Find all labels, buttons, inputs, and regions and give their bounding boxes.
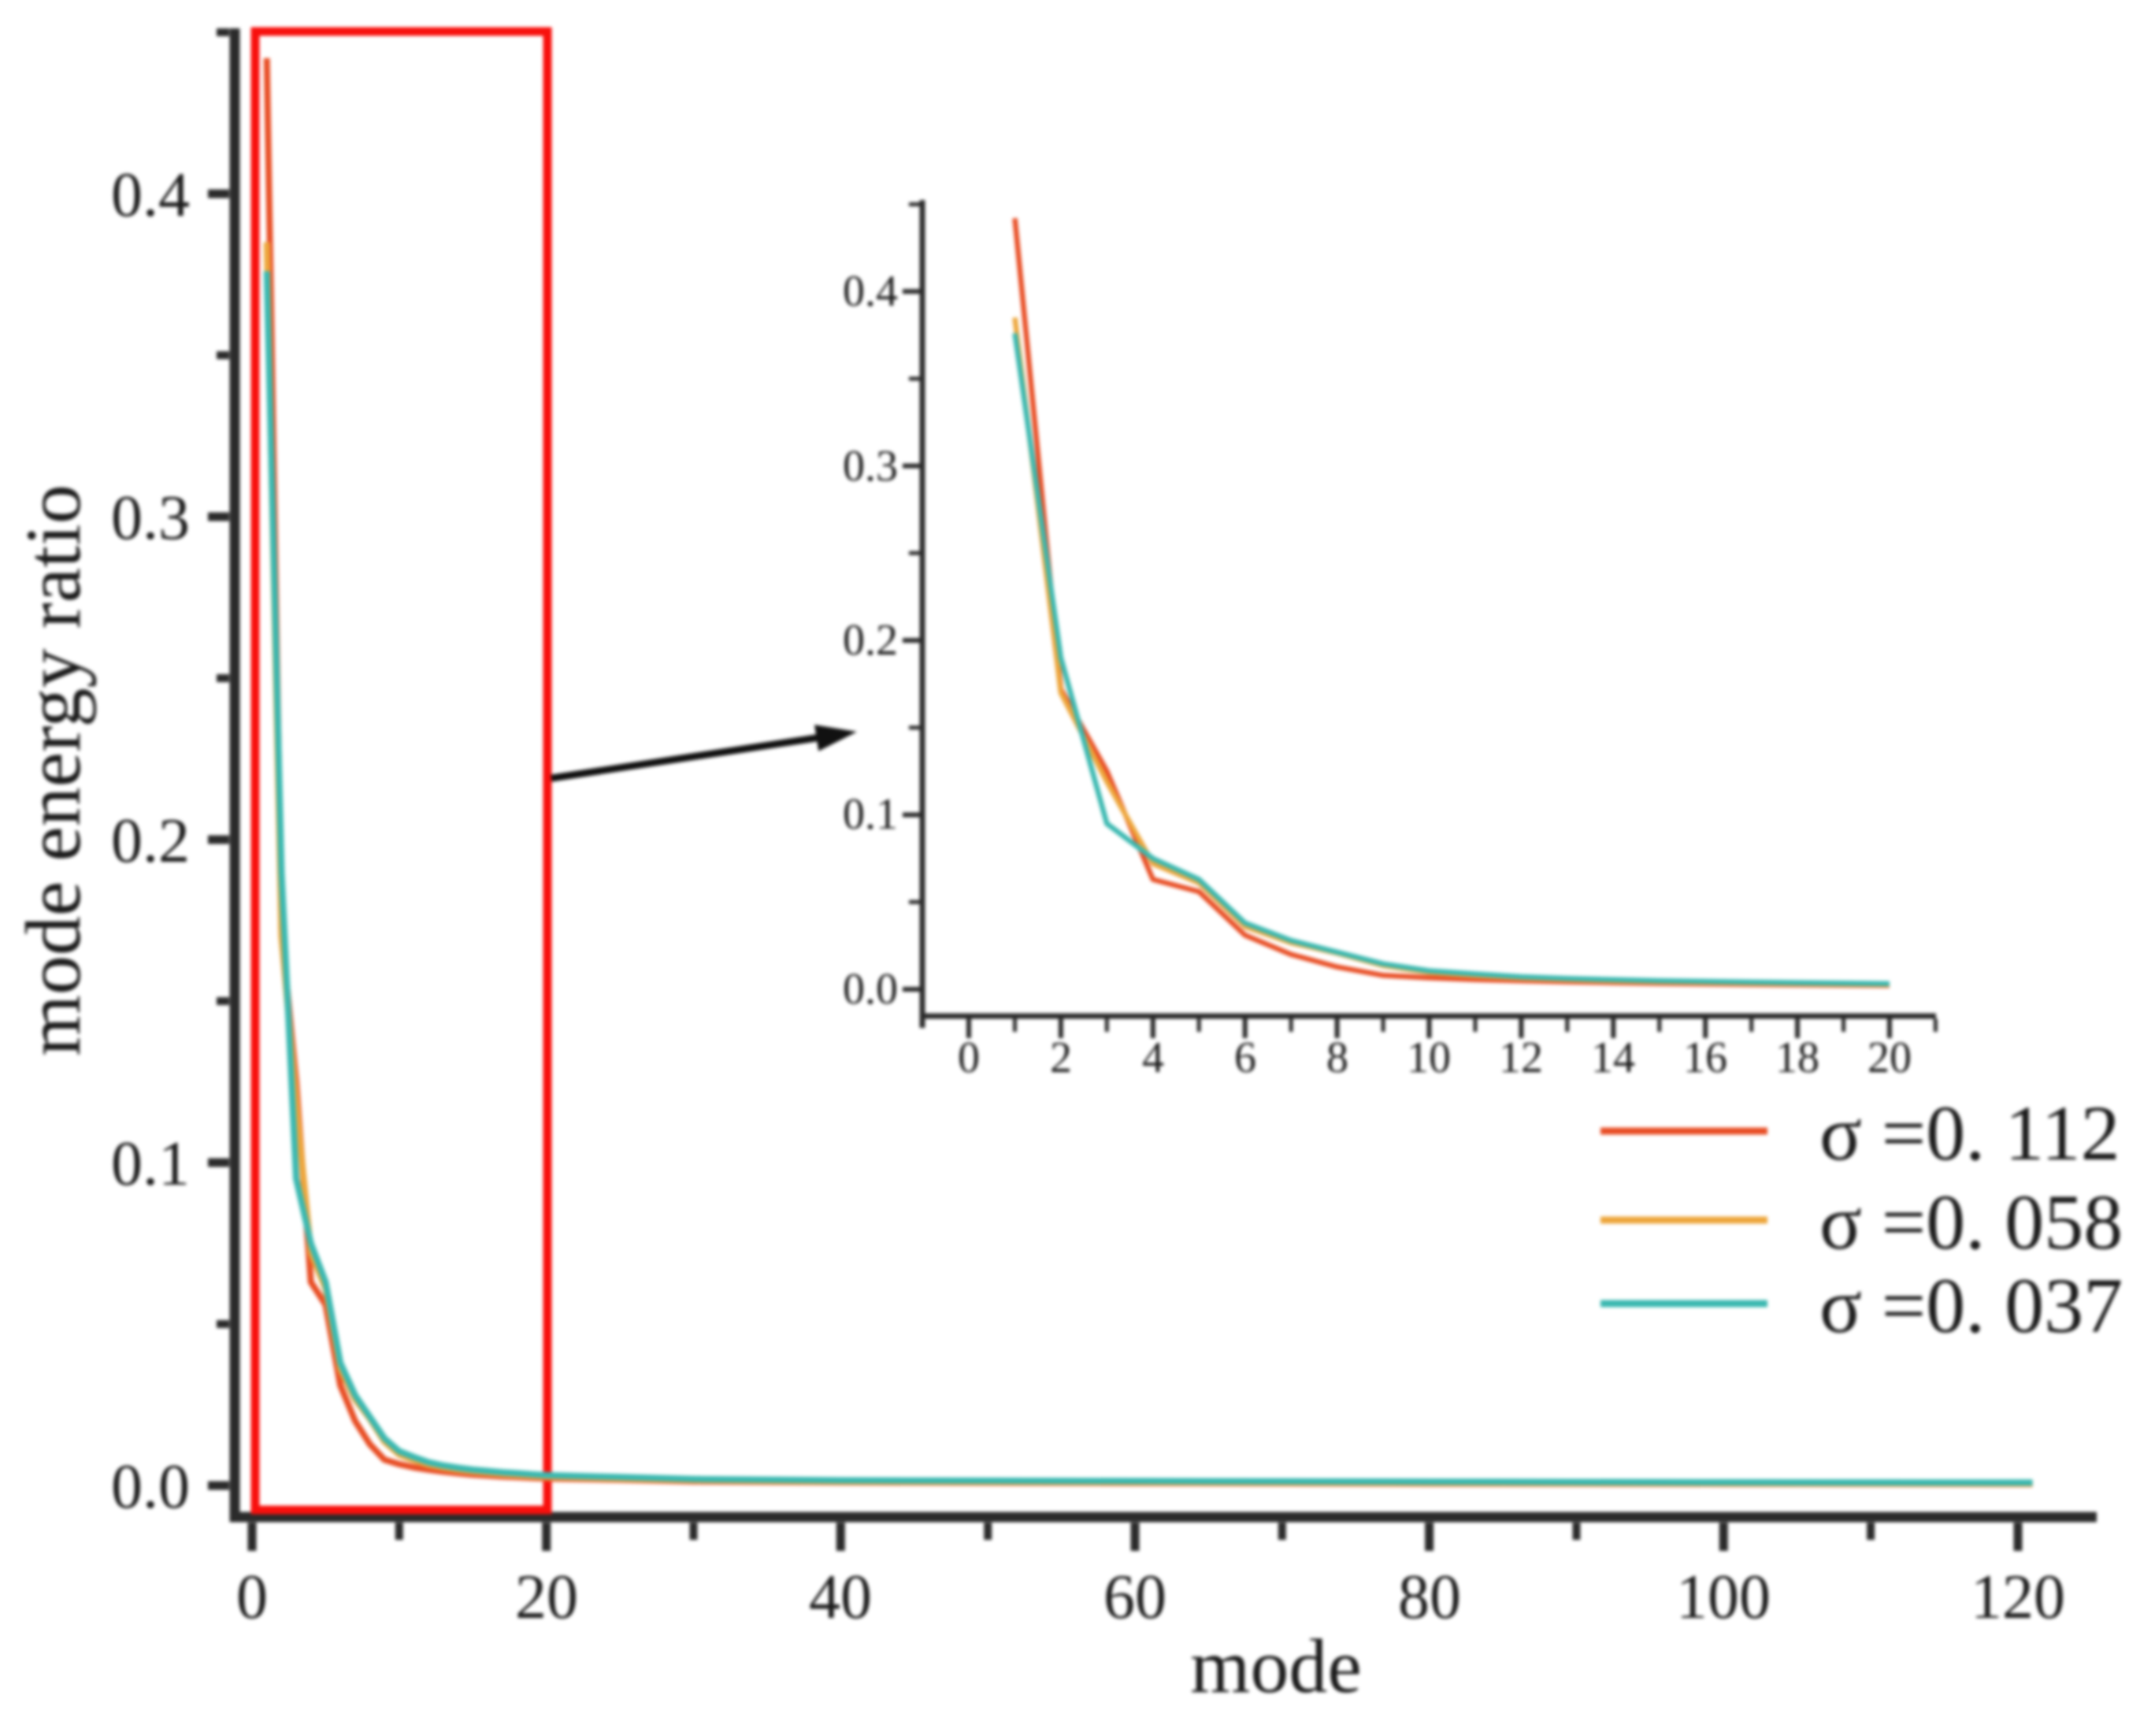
svg-text:0.0: 0.0 xyxy=(111,1452,190,1522)
svg-text:18: 18 xyxy=(1775,1033,1819,1082)
svg-text:60: 60 xyxy=(1103,1563,1166,1632)
svg-text:0.4: 0.4 xyxy=(843,267,898,316)
svg-text:20: 20 xyxy=(1867,1033,1912,1082)
svg-text:8: 8 xyxy=(1326,1033,1348,1082)
svg-text:σ =0. 037: σ =0. 037 xyxy=(1819,1262,2123,1349)
svg-text:0.3: 0.3 xyxy=(843,442,898,491)
svg-text:12: 12 xyxy=(1499,1033,1543,1082)
svg-text:0.4: 0.4 xyxy=(111,161,190,230)
svg-text:10: 10 xyxy=(1407,1033,1451,1082)
svg-text:0: 0 xyxy=(236,1563,268,1632)
svg-text:0.3: 0.3 xyxy=(111,484,190,553)
svg-text:14: 14 xyxy=(1591,1033,1635,1082)
svg-text:16: 16 xyxy=(1683,1033,1727,1082)
svg-text:6: 6 xyxy=(1234,1033,1256,1082)
svg-text:80: 80 xyxy=(1398,1563,1461,1632)
svg-text:0: 0 xyxy=(958,1033,980,1082)
svg-text:40: 40 xyxy=(809,1563,872,1632)
svg-text:2: 2 xyxy=(1050,1033,1072,1082)
svg-text:mode energy ratio: mode energy ratio xyxy=(9,484,97,1056)
svg-text:0.0: 0.0 xyxy=(843,965,898,1014)
svg-text:20: 20 xyxy=(515,1563,578,1632)
svg-text:σ =0. 112: σ =0. 112 xyxy=(1819,1089,2120,1177)
svg-text:0.1: 0.1 xyxy=(843,790,898,839)
svg-text:100: 100 xyxy=(1676,1563,1771,1632)
svg-text:0.2: 0.2 xyxy=(843,616,898,665)
svg-text:σ =0. 058: σ =0. 058 xyxy=(1819,1178,2123,1266)
svg-text:0.2: 0.2 xyxy=(111,807,190,876)
svg-text:120: 120 xyxy=(1971,1563,2065,1632)
svg-text:4: 4 xyxy=(1142,1033,1164,1082)
svg-text:0.1: 0.1 xyxy=(111,1130,190,1199)
svg-text:mode: mode xyxy=(1190,1624,1362,1709)
